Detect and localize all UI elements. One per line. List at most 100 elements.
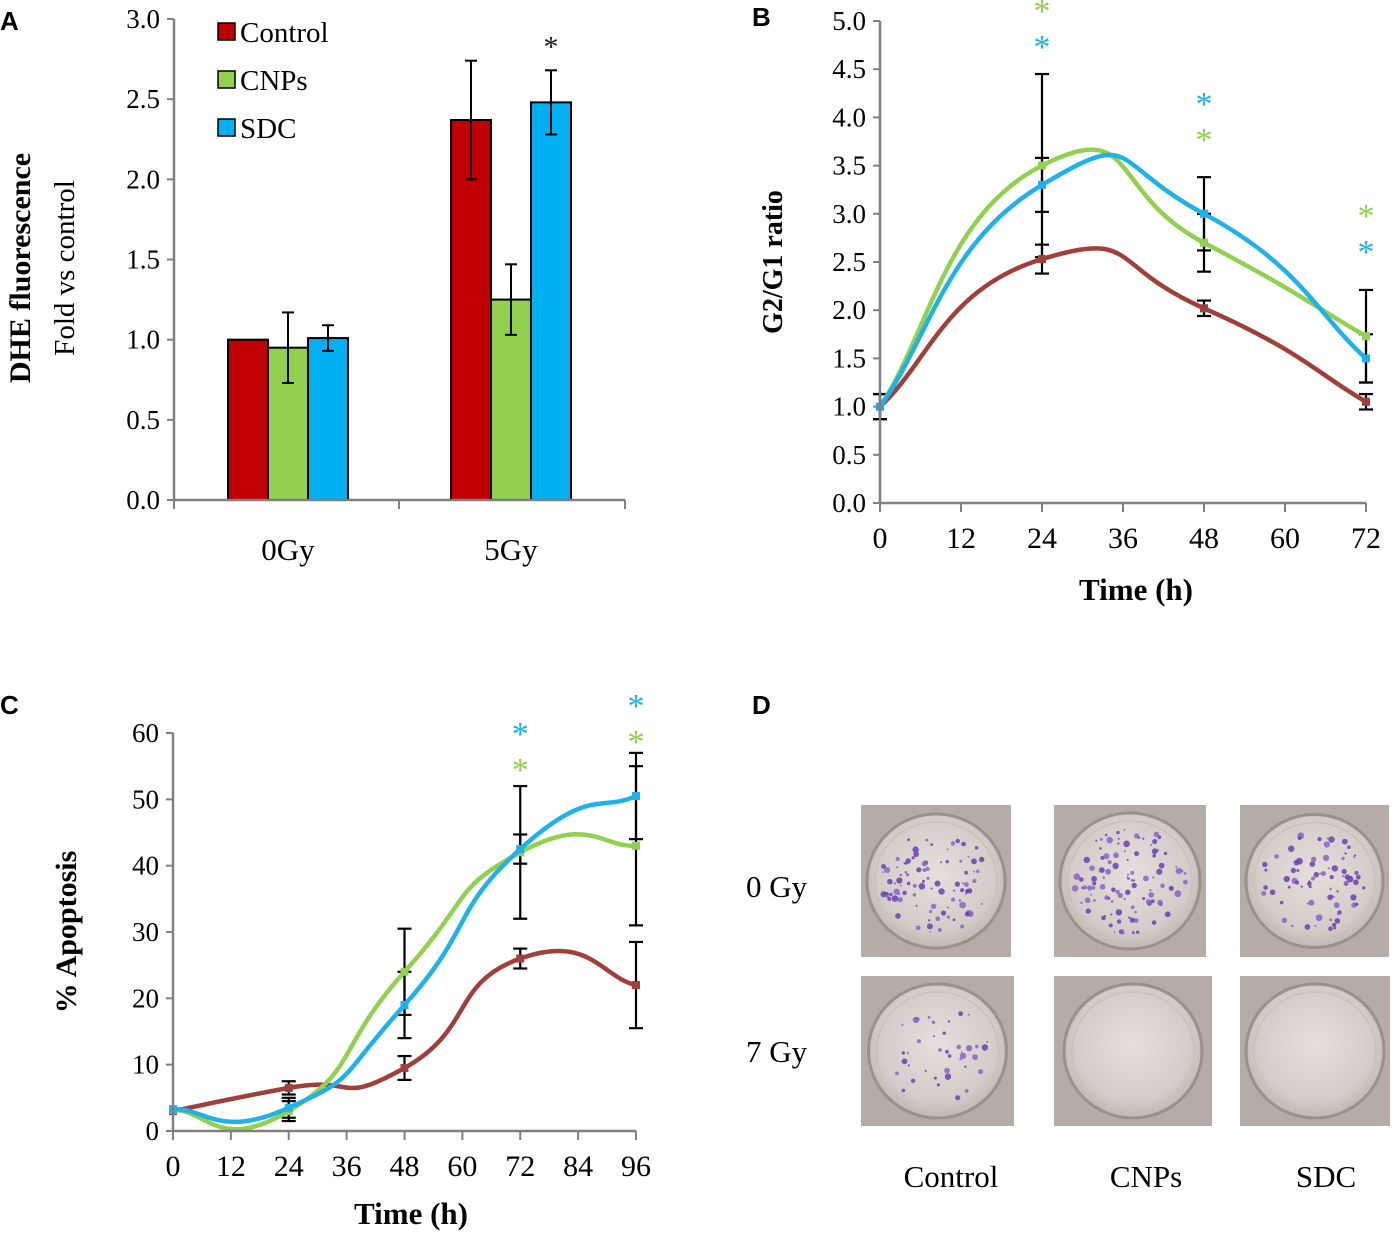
panel-b-line-chart: ****** 0.00.51.01.52.02.53.03.54.04.55.0… bbox=[758, 0, 1381, 607]
colony bbox=[1083, 856, 1091, 864]
significance-star-cnps: * bbox=[1196, 122, 1213, 159]
colony bbox=[1362, 886, 1366, 890]
colony bbox=[927, 1015, 931, 1019]
y-tick-label: 20 bbox=[132, 983, 159, 1013]
point-control-48 bbox=[400, 1063, 409, 1072]
colony bbox=[1071, 885, 1079, 892]
colony bbox=[971, 858, 977, 865]
colony bbox=[974, 846, 979, 850]
colony bbox=[1328, 836, 1335, 843]
colony bbox=[1306, 902, 1309, 905]
colony bbox=[976, 869, 980, 873]
colony bbox=[938, 888, 945, 895]
colony bbox=[1158, 862, 1165, 869]
colony bbox=[1092, 899, 1096, 902]
colony bbox=[967, 1013, 970, 1016]
colony bbox=[1322, 854, 1330, 862]
colony bbox=[1164, 911, 1171, 918]
colony bbox=[1098, 867, 1105, 873]
colony bbox=[1319, 872, 1321, 875]
significance-star-sdc: * bbox=[1034, 29, 1051, 66]
colony bbox=[1087, 885, 1093, 891]
colony bbox=[918, 883, 926, 890]
point-control-48 bbox=[1200, 304, 1208, 313]
x-tick-label: 0 bbox=[873, 522, 888, 555]
colony bbox=[908, 859, 911, 862]
colony bbox=[901, 1051, 905, 1055]
colony bbox=[1341, 838, 1348, 845]
colony bbox=[1151, 848, 1158, 855]
colony bbox=[1151, 920, 1157, 925]
colony bbox=[1130, 905, 1135, 910]
colony bbox=[1112, 862, 1119, 870]
dish-rim bbox=[875, 991, 1000, 1111]
y-tick-label: 0.0 bbox=[832, 488, 866, 518]
colony bbox=[907, 838, 910, 842]
colony bbox=[1329, 918, 1333, 922]
panel-a-marks: * bbox=[227, 30, 572, 502]
colony bbox=[1264, 868, 1268, 872]
x-tick-label: 36 bbox=[332, 1150, 362, 1183]
colony bbox=[959, 859, 963, 863]
colony bbox=[1333, 902, 1340, 909]
colony bbox=[1084, 897, 1091, 904]
colony bbox=[939, 861, 943, 864]
colony bbox=[931, 1020, 936, 1024]
colony bbox=[1157, 899, 1163, 906]
colony bbox=[938, 1048, 942, 1052]
colony bbox=[1153, 831, 1160, 838]
colony bbox=[1152, 838, 1158, 845]
colony bbox=[1323, 841, 1330, 848]
colony bbox=[1107, 860, 1112, 865]
colony bbox=[1110, 913, 1113, 916]
series-line-control bbox=[877, 246, 1369, 409]
x-tick-label: 0 bbox=[166, 1150, 181, 1183]
y-tick-label: 2.5 bbox=[126, 84, 160, 114]
colony bbox=[1309, 861, 1316, 867]
colony bbox=[929, 931, 932, 933]
colony bbox=[951, 897, 956, 902]
plate-7gy-control bbox=[861, 976, 1014, 1126]
colony bbox=[965, 1045, 973, 1052]
colony bbox=[1090, 894, 1092, 896]
colony bbox=[1341, 856, 1345, 861]
colony bbox=[921, 861, 927, 867]
x-tick-label: 60 bbox=[1270, 522, 1300, 555]
colony bbox=[896, 877, 903, 884]
panel-b-marks: ****** bbox=[873, 0, 1375, 421]
colony bbox=[906, 881, 911, 886]
point-sdc-72 bbox=[1362, 354, 1370, 363]
colony bbox=[893, 882, 897, 885]
colony bbox=[935, 916, 941, 921]
colony bbox=[959, 901, 966, 909]
row-label-0gy: 0 Gy bbox=[746, 869, 808, 904]
panel-c-xlabel: Time (h) bbox=[354, 1196, 468, 1231]
colony bbox=[959, 1052, 967, 1060]
colony bbox=[1263, 885, 1268, 890]
colony bbox=[911, 856, 915, 860]
panel-a-ylabel-sub: Fold vs control bbox=[49, 180, 81, 356]
petri-dish bbox=[1062, 982, 1204, 1120]
significance-star-sdc: * bbox=[1358, 234, 1375, 271]
colony bbox=[1304, 924, 1311, 930]
significance-star-sdc: * bbox=[628, 688, 645, 725]
colony bbox=[1148, 892, 1155, 898]
panel-c-marks: **** bbox=[169, 688, 645, 1132]
colony bbox=[1347, 845, 1351, 849]
colony bbox=[1104, 833, 1108, 837]
y-tick-label: 3.5 bbox=[832, 151, 866, 181]
colony bbox=[934, 880, 941, 887]
colony bbox=[913, 851, 919, 858]
bar-sdc-5Gy bbox=[530, 101, 572, 502]
colony bbox=[922, 879, 925, 883]
colony bbox=[1290, 867, 1296, 874]
point-sdc-48 bbox=[400, 1000, 409, 1009]
colony bbox=[1328, 926, 1333, 932]
colony bbox=[960, 924, 965, 929]
petri-dish bbox=[1244, 813, 1385, 949]
colony bbox=[1336, 890, 1339, 893]
y-tick-label: 2.5 bbox=[832, 247, 866, 277]
colony bbox=[956, 1044, 962, 1050]
panel-a-ylabel-bold: DHE fluorescence bbox=[4, 153, 37, 383]
